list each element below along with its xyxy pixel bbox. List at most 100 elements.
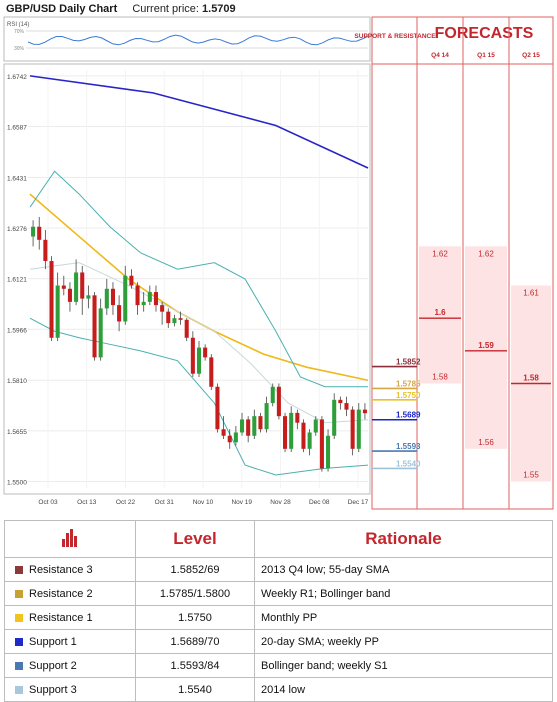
candle-body xyxy=(332,399,337,436)
candle-body xyxy=(129,275,134,286)
level-swatch xyxy=(15,613,23,622)
candle-body xyxy=(117,305,122,322)
x-tick-label: Nov 19 xyxy=(231,499,252,506)
level-rationale: 20-day SMA; weekly PP xyxy=(254,629,553,654)
level-value: 1.5852/69 xyxy=(135,557,255,582)
forecast-range xyxy=(465,246,507,449)
level-value: 1.5750 xyxy=(135,605,255,630)
candle-body xyxy=(326,435,331,469)
level-name: Resistance 3 xyxy=(29,563,93,576)
x-tick-label: Dec 17 xyxy=(348,499,369,506)
x-tick-label: Oct 13 xyxy=(77,499,97,506)
x-tick-label: Nov 10 xyxy=(193,499,214,506)
candle-body xyxy=(301,422,306,449)
level-swatch xyxy=(15,637,23,646)
level-swatch xyxy=(15,661,23,670)
candle-body xyxy=(49,261,54,338)
forecast-low-label: 1.56 xyxy=(478,438,494,447)
candle-body xyxy=(166,311,171,324)
candle-body xyxy=(283,416,288,449)
level-rationale: 2013 Q4 low; 55-day SMA xyxy=(254,557,553,582)
forecast-low-label: 1.58 xyxy=(432,373,448,382)
candle-body xyxy=(258,416,263,430)
candle-body xyxy=(221,429,226,436)
bars-icon-cell xyxy=(4,520,136,558)
candle-body xyxy=(270,386,275,404)
x-tick-label: Oct 22 xyxy=(116,499,136,506)
forecast-low-label: 1.55 xyxy=(523,470,539,479)
level-label: 1.5689 xyxy=(396,411,421,420)
level-name-cell: Resistance 3 xyxy=(4,557,136,582)
candle-body xyxy=(215,386,220,430)
candle-body xyxy=(110,288,115,306)
y-tick-label: 1.6742 xyxy=(7,74,27,81)
level-name: Support 3 xyxy=(29,683,77,696)
forecast-mid-label: 1.58 xyxy=(523,374,539,383)
table-row: Support 3 1.5540 2014 low xyxy=(4,677,553,702)
candle-body xyxy=(209,357,214,387)
levels-table: Level Rationale Resistance 3 1.5852/69 201… xyxy=(4,520,553,702)
candle-body xyxy=(43,239,48,262)
level-name: Resistance 2 xyxy=(29,587,93,600)
table-header-row: Level Rationale xyxy=(4,520,553,558)
candle-body xyxy=(104,288,109,309)
candle-body xyxy=(350,409,355,449)
series-line-bollinger-mid xyxy=(29,262,369,424)
y-tick-label: 1.6431 xyxy=(7,175,27,182)
series-line-bollinger-lower xyxy=(29,317,369,476)
candle-body xyxy=(289,412,294,449)
candle-body xyxy=(239,419,245,433)
forecast-high-label: 1.61 xyxy=(523,289,539,298)
candle-body xyxy=(246,419,251,436)
forecast-period-label: Q1 15 xyxy=(477,52,495,59)
level-name: Resistance 1 xyxy=(29,611,93,624)
rsi-label: RSI (14) xyxy=(7,22,29,28)
candle-body xyxy=(160,305,165,312)
rsi-tick-70: 70% xyxy=(14,29,25,35)
rsi-tick-30: 30% xyxy=(14,46,25,52)
level-label: 1.5593 xyxy=(396,442,421,451)
level-label: 1.5750 xyxy=(396,391,421,400)
candle-body xyxy=(37,226,42,240)
candle-body xyxy=(295,412,300,423)
candle-body xyxy=(252,416,257,436)
candle-body xyxy=(55,285,60,338)
level-rationale: Monthly PP xyxy=(254,605,553,630)
candle-body xyxy=(338,399,343,404)
y-tick-label: 1.6587 xyxy=(7,124,27,131)
table-row: Resistance 2 1.5785/1.5800 Weekly R1; Boll… xyxy=(4,581,553,606)
table-row: Resistance 3 1.5852/69 2013 Q4 low; 55-day… xyxy=(4,557,553,582)
level-value: 1.5785/1.5800 xyxy=(135,581,255,606)
level-name-cell: Support 2 xyxy=(4,653,136,678)
candle-body xyxy=(344,403,349,410)
level-name-cell: Support 3 xyxy=(4,677,136,702)
x-tick-label: Oct 31 xyxy=(155,499,175,506)
level-swatch xyxy=(15,589,23,598)
level-label: 1.5785 xyxy=(396,379,421,388)
forecasts-title: FORECASTS xyxy=(435,25,534,42)
candle-body xyxy=(264,403,269,430)
candle-body xyxy=(172,318,177,324)
candle-body xyxy=(233,432,238,443)
candle-body xyxy=(98,308,103,358)
level-value: 1.5689/70 xyxy=(135,629,255,654)
x-tick-label: Nov 28 xyxy=(270,499,291,506)
candle-body xyxy=(190,337,195,374)
candle-body xyxy=(135,285,140,306)
y-tick-label: 1.5655 xyxy=(7,429,27,436)
chart-title: GBP/USD Daily Chart xyxy=(6,3,118,15)
candle-body xyxy=(307,432,312,449)
level-name: Support 2 xyxy=(29,659,77,672)
rsi-line xyxy=(27,34,369,46)
y-tick-label: 1.6121 xyxy=(7,277,27,284)
forecast-high-label: 1.62 xyxy=(432,249,448,258)
candle-body xyxy=(123,275,128,322)
level-rationale: Weekly R1; Bollinger band xyxy=(254,581,553,606)
candle-body xyxy=(141,301,146,306)
candle-body xyxy=(147,292,152,302)
candle-body xyxy=(356,409,361,449)
level-name-cell: Resistance 2 xyxy=(4,581,136,606)
current-price-label: Current price: xyxy=(132,3,199,15)
level-swatch xyxy=(15,565,23,574)
candle-body xyxy=(92,295,97,358)
